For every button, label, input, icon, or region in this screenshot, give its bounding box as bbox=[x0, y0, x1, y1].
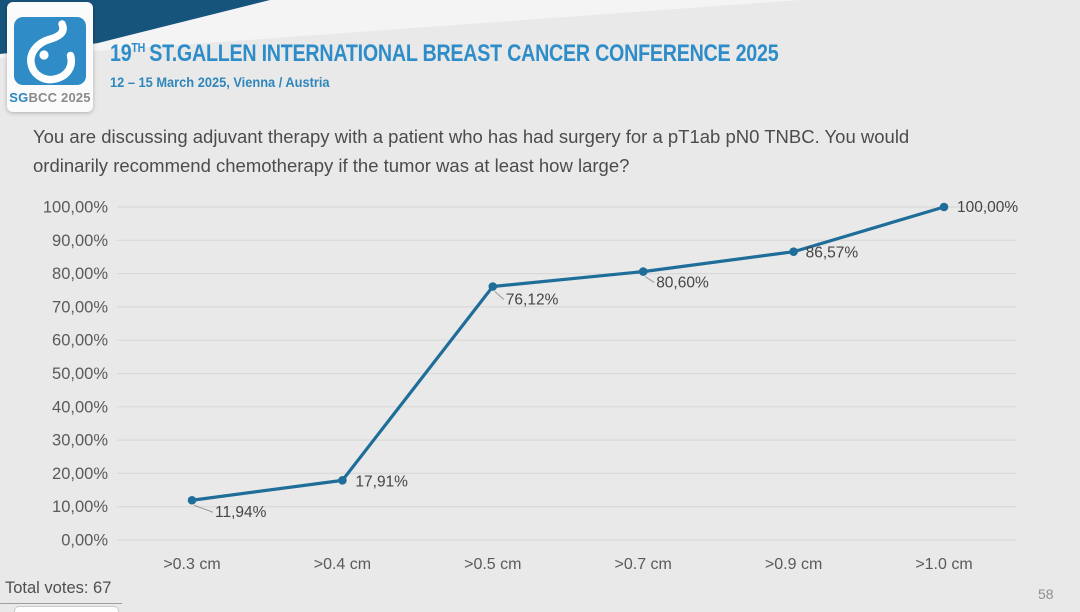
y-tick-label: 70,00% bbox=[52, 298, 108, 316]
y-tick-label: 80,00% bbox=[52, 265, 108, 283]
data-point bbox=[488, 282, 498, 291]
partial-button[interactable] bbox=[14, 606, 119, 612]
y-tick-label: 100,00% bbox=[43, 199, 108, 217]
data-label: 17,91% bbox=[355, 473, 408, 490]
conference-title: 19TH ST.GALLEN INTERNATIONAL BREAST CANCE… bbox=[110, 40, 779, 67]
y-tick-label: 90,00% bbox=[52, 232, 108, 250]
sgbcc-logo-square bbox=[14, 17, 86, 85]
y-tick-label: 20,00% bbox=[52, 465, 108, 483]
total-votes: Total votes: 67 bbox=[5, 579, 112, 597]
logo-text-rest: BCC 2025 bbox=[28, 90, 91, 105]
data-point bbox=[939, 202, 949, 212]
conference-subtitle: 12 – 15 March 2025, Vienna / Austria bbox=[110, 75, 330, 90]
title-ordinal-superscript: TH bbox=[131, 40, 146, 55]
data-label: 76,12% bbox=[506, 292, 559, 309]
x-tick-label: >0.4 cm bbox=[314, 556, 371, 573]
logo-text-sg: SG bbox=[9, 90, 29, 105]
data-label: 11,94% bbox=[215, 504, 267, 521]
data-point bbox=[638, 267, 648, 276]
x-tick-label: >0.3 cm bbox=[163, 556, 220, 573]
data-label: 100,00% bbox=[957, 199, 1018, 216]
breast-icon bbox=[27, 20, 75, 84]
header-title-block: 19TH ST.GALLEN INTERNATIONAL BREAST CANCE… bbox=[110, 40, 925, 90]
data-point bbox=[187, 495, 197, 505]
label-leader-line bbox=[193, 504, 214, 513]
x-tick-label: >0.9 cm bbox=[765, 556, 822, 573]
poll-question: You are discussing adjuvant therapy with… bbox=[33, 126, 910, 176]
y-tick-label: 60,00% bbox=[52, 332, 108, 350]
label-leader-line bbox=[494, 291, 505, 300]
y-tick-label: 50,00% bbox=[52, 365, 108, 383]
data-point bbox=[338, 476, 347, 485]
data-point bbox=[789, 247, 798, 257]
page-number: 58 bbox=[1038, 586, 1054, 602]
x-tick-label: >0.7 cm bbox=[615, 556, 672, 573]
y-tick-label: 0,00% bbox=[61, 532, 108, 550]
label-leader-line bbox=[644, 276, 655, 284]
data-line bbox=[191, 205, 945, 502]
x-tick-label: >0.5 cm bbox=[464, 556, 521, 573]
data-label: 86,57% bbox=[806, 245, 859, 262]
footer-divider-line bbox=[0, 603, 122, 604]
sgbcc-logo-caption: SGBCC 2025 bbox=[7, 90, 93, 105]
data-label: 80,60% bbox=[656, 275, 709, 292]
sgbcc-logo: SGBCC 2025 bbox=[7, 2, 93, 112]
x-tick-label: >1.0 cm bbox=[915, 556, 972, 573]
y-tick-label: 40,00% bbox=[52, 398, 108, 416]
y-tick-label: 30,00% bbox=[52, 432, 108, 450]
y-tick-label: 10,00% bbox=[52, 498, 108, 516]
